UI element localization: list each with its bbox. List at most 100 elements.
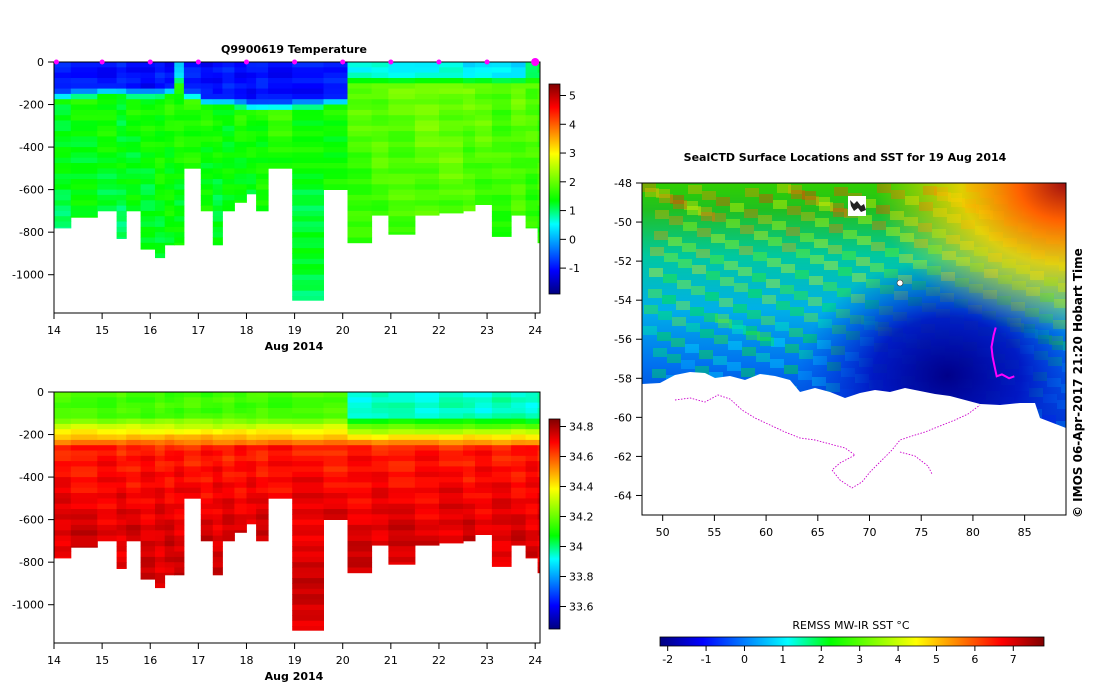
section-cell [292, 109, 324, 116]
section-cell [126, 200, 142, 206]
section-cell [388, 445, 416, 451]
temperature-y-axis: 0-200-400-600-800-1000 [12, 56, 54, 282]
section-cell [371, 487, 389, 494]
section-cell [70, 179, 98, 185]
section-cell [222, 115, 235, 121]
x-tick-label: 15 [95, 654, 109, 667]
section-cell [54, 540, 72, 547]
section-cell [256, 514, 269, 520]
section-cell [246, 477, 257, 483]
section-cell [222, 503, 235, 510]
section-cell [256, 445, 269, 451]
section-cell [200, 402, 214, 409]
section-cell [126, 450, 142, 457]
section-cell [268, 466, 293, 473]
section-cell [463, 109, 476, 116]
section-cell [256, 503, 269, 510]
section-cell [475, 93, 493, 100]
section-cell [268, 439, 293, 446]
section-cell [183, 78, 202, 84]
section-cell [475, 477, 493, 483]
section-cell [511, 147, 526, 153]
section-cell [537, 210, 540, 217]
section-cell [475, 509, 493, 515]
section-cell [174, 546, 185, 552]
section-cell [54, 487, 72, 494]
section-cell [140, 514, 156, 520]
section-cell [491, 482, 512, 489]
section-cell [511, 493, 526, 499]
section-cell [439, 109, 464, 116]
section-cell [116, 93, 127, 100]
section-cell [97, 93, 117, 100]
section-cell [246, 136, 257, 143]
section-cell [388, 535, 416, 542]
section-cell [174, 189, 185, 196]
section-cell [54, 179, 72, 185]
section-cell [116, 429, 127, 435]
section-cell [200, 200, 214, 206]
section-cell [491, 450, 512, 457]
section-cell [491, 535, 512, 542]
section-cell [537, 519, 540, 526]
section-cell [323, 72, 349, 79]
section-cell [200, 461, 214, 467]
section-cell [388, 562, 416, 565]
section-cell [70, 109, 98, 116]
salinity-y-axis: 0-200-400-600-800-1000 [12, 386, 54, 612]
section-cell [511, 168, 526, 175]
section-cell [70, 83, 98, 89]
section-cell [164, 200, 175, 206]
section-cell [347, 524, 373, 531]
section-cell [323, 445, 349, 451]
section-cell [388, 455, 416, 462]
section-cell [246, 514, 257, 520]
map-lat-label: -52 [614, 255, 632, 268]
section-cell [525, 482, 539, 489]
section-cell [371, 173, 389, 180]
section-cell [388, 216, 416, 222]
section-cell [183, 408, 202, 414]
section-cell [97, 136, 117, 143]
section-cell [525, 115, 539, 121]
x-tick-label: 18 [239, 324, 253, 337]
section-cell [116, 78, 127, 84]
section-cell [388, 125, 416, 132]
section-cell [439, 418, 464, 425]
section-cell [292, 503, 324, 510]
section-cell [475, 67, 493, 73]
profile-marker [99, 59, 105, 65]
section-cell [491, 546, 512, 552]
section-cell [246, 141, 257, 148]
section-cell [388, 530, 416, 536]
section-cell [371, 540, 389, 546]
section-cell [292, 125, 324, 132]
section-cell [268, 136, 293, 143]
section-cell [388, 509, 416, 515]
section-cell [475, 524, 493, 531]
map-lat-label: -48 [614, 177, 632, 190]
section-cell [537, 397, 540, 403]
section-cell [371, 397, 389, 403]
section-cell [463, 67, 476, 73]
section-cell [292, 434, 324, 441]
section-cell [439, 509, 464, 515]
section-cell [292, 205, 324, 212]
section-cell [537, 461, 540, 467]
section-cell [491, 216, 512, 222]
section-cell [511, 423, 526, 430]
section-cell [234, 418, 247, 425]
section-cell [212, 83, 223, 89]
section-cell [414, 498, 440, 505]
section-cell [140, 556, 156, 563]
section-cell [155, 194, 166, 201]
section-cell [116, 562, 127, 568]
section-cell [537, 194, 540, 201]
section-cell [414, 184, 440, 190]
section-cell [292, 599, 324, 606]
section-cell [371, 200, 389, 206]
section-cell [54, 493, 72, 499]
section-cell [222, 498, 235, 505]
section-cell [116, 503, 127, 510]
section-cell [246, 83, 257, 89]
